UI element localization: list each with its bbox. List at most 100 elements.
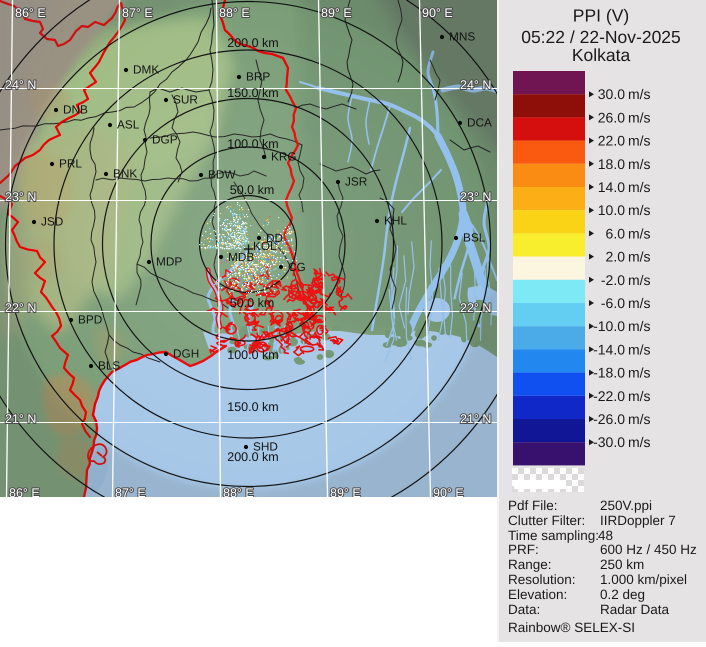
svg-text:50.0 km: 50.0 km	[230, 183, 274, 197]
svg-text:250 km: 250 km	[600, 557, 644, 572]
svg-text:89° E: 89° E	[321, 6, 352, 20]
svg-text:05:22 / 22-Nov-2025: 05:22 / 22-Nov-2025	[521, 27, 681, 47]
svg-text:KOL: KOL	[253, 239, 277, 253]
svg-text:-14.0: -14.0	[593, 341, 625, 357]
svg-text:90° E: 90° E	[422, 6, 453, 20]
svg-text:22° N: 22° N	[460, 301, 491, 315]
svg-text:-10.0: -10.0	[593, 318, 625, 334]
svg-text:DCA: DCA	[467, 116, 492, 130]
svg-text:-30.0: -30.0	[593, 434, 625, 450]
svg-text:DMK: DMK	[133, 63, 159, 77]
svg-text:88° E: 88° E	[223, 486, 254, 500]
svg-text:23° N: 23° N	[460, 190, 491, 204]
svg-text:PRF:: PRF:	[508, 542, 539, 557]
svg-text:BNK: BNK	[113, 167, 137, 181]
svg-text:DNB: DNB	[63, 103, 88, 117]
svg-text:ASL: ASL	[117, 118, 140, 132]
svg-text:DGP: DGP	[152, 133, 178, 147]
svg-text:150.0 km: 150.0 km	[227, 86, 278, 100]
svg-text:250V.ppi: 250V.ppi	[600, 498, 652, 513]
svg-text:86° E: 86° E	[9, 486, 40, 500]
svg-text:89° E: 89° E	[330, 486, 361, 500]
svg-text:Kolkata: Kolkata	[572, 45, 631, 65]
svg-text:m/s: m/s	[628, 295, 651, 311]
svg-text:90° E: 90° E	[433, 486, 464, 500]
svg-text:KHL: KHL	[384, 214, 407, 228]
svg-text:600 Hz / 450 Hz: 600 Hz / 450 Hz	[600, 542, 697, 557]
svg-text:87° E: 87° E	[115, 486, 146, 500]
svg-text:m/s: m/s	[628, 225, 651, 241]
svg-text:1.000 km/pixel: 1.000 km/pixel	[600, 572, 687, 587]
svg-text:24° N: 24° N	[5, 78, 36, 92]
svg-text:m/s: m/s	[628, 156, 651, 172]
svg-text:MDB: MDB	[228, 250, 254, 264]
svg-text:24° N: 24° N	[460, 78, 491, 92]
svg-text:Elevation:: Elevation:	[508, 587, 567, 602]
svg-text:21° N: 21° N	[460, 412, 491, 426]
svg-text:Data:: Data:	[508, 602, 540, 617]
svg-text:KRG: KRG	[271, 150, 297, 164]
svg-text:PPI (V): PPI (V)	[573, 6, 629, 26]
svg-text:BRP: BRP	[246, 70, 270, 84]
svg-text:23° N: 23° N	[5, 190, 36, 204]
svg-text:DD: DD	[266, 231, 283, 245]
svg-text:87° E: 87° E	[122, 6, 153, 20]
svg-text:Pdf File:: Pdf File:	[508, 498, 558, 513]
svg-text:JSD: JSD	[41, 215, 63, 229]
svg-text:22.0: 22.0	[598, 133, 625, 149]
svg-text:m/s: m/s	[628, 341, 651, 357]
svg-text:100.0 km: 100.0 km	[227, 348, 278, 362]
svg-text:m/s: m/s	[628, 272, 651, 288]
svg-text:SHD: SHD	[253, 440, 278, 454]
svg-text:IIRDoppler 7: IIRDoppler 7	[600, 513, 676, 528]
svg-text:-26.0: -26.0	[593, 411, 625, 427]
svg-text:21° N: 21° N	[5, 412, 36, 426]
svg-text:CG: CG	[288, 260, 306, 274]
svg-text:86° E: 86° E	[15, 6, 46, 20]
svg-text:14.0: 14.0	[598, 179, 625, 195]
svg-text:Clutter Filter:: Clutter Filter:	[508, 513, 585, 528]
svg-text:30.0: 30.0	[598, 86, 625, 102]
svg-text:100.0 km: 100.0 km	[227, 137, 278, 151]
svg-text:Radar Data: Radar Data	[600, 602, 670, 617]
svg-text:200.0 km: 200.0 km	[227, 36, 278, 50]
svg-text:10.0: 10.0	[598, 202, 625, 218]
svg-text:Rainbow® SELEX-SI: Rainbow® SELEX-SI	[508, 620, 635, 635]
svg-text:-2.0: -2.0	[601, 272, 625, 288]
svg-text:m/s: m/s	[628, 179, 651, 195]
svg-text:6.0: 6.0	[606, 225, 626, 241]
svg-text:m/s: m/s	[628, 109, 651, 125]
svg-text:Range:: Range:	[508, 557, 552, 572]
svg-text:m/s: m/s	[628, 365, 651, 381]
svg-text:Resolution:: Resolution:	[508, 572, 576, 587]
svg-text:2.0: 2.0	[606, 249, 626, 265]
svg-text:PRL: PRL	[59, 157, 82, 171]
svg-text:50.0 km: 50.0 km	[230, 296, 274, 310]
svg-text:26.0: 26.0	[598, 109, 625, 125]
svg-text:m/s: m/s	[628, 133, 651, 149]
svg-text:BPD: BPD	[78, 313, 102, 327]
svg-text:DGH: DGH	[173, 347, 199, 361]
svg-text:18.0: 18.0	[598, 156, 625, 172]
svg-text:m/s: m/s	[628, 318, 651, 334]
svg-text:MNS: MNS	[449, 30, 475, 44]
svg-text:JSR: JSR	[345, 175, 367, 189]
svg-text:0.2 deg: 0.2 deg	[600, 587, 645, 602]
svg-text:150.0 km: 150.0 km	[227, 400, 278, 414]
svg-text:Time sampling:: Time sampling:	[508, 528, 599, 543]
svg-text:-6.0: -6.0	[601, 295, 625, 311]
svg-text:BLS: BLS	[98, 359, 120, 373]
svg-text:m/s: m/s	[628, 86, 651, 102]
svg-text:m/s: m/s	[628, 249, 651, 265]
svg-text:SUR: SUR	[173, 93, 198, 107]
svg-text:200.0 km: 200.0 km	[227, 450, 278, 464]
svg-text:m/s: m/s	[628, 202, 651, 218]
svg-text:m/s: m/s	[628, 434, 651, 450]
svg-text:-22.0: -22.0	[593, 388, 625, 404]
svg-text:BDW: BDW	[208, 168, 236, 182]
svg-text:88° E: 88° E	[219, 6, 250, 20]
svg-text:m/s: m/s	[628, 388, 651, 404]
svg-text:22° N: 22° N	[5, 301, 36, 315]
svg-text:MDP: MDP	[156, 255, 182, 269]
svg-text:-18.0: -18.0	[593, 365, 625, 381]
